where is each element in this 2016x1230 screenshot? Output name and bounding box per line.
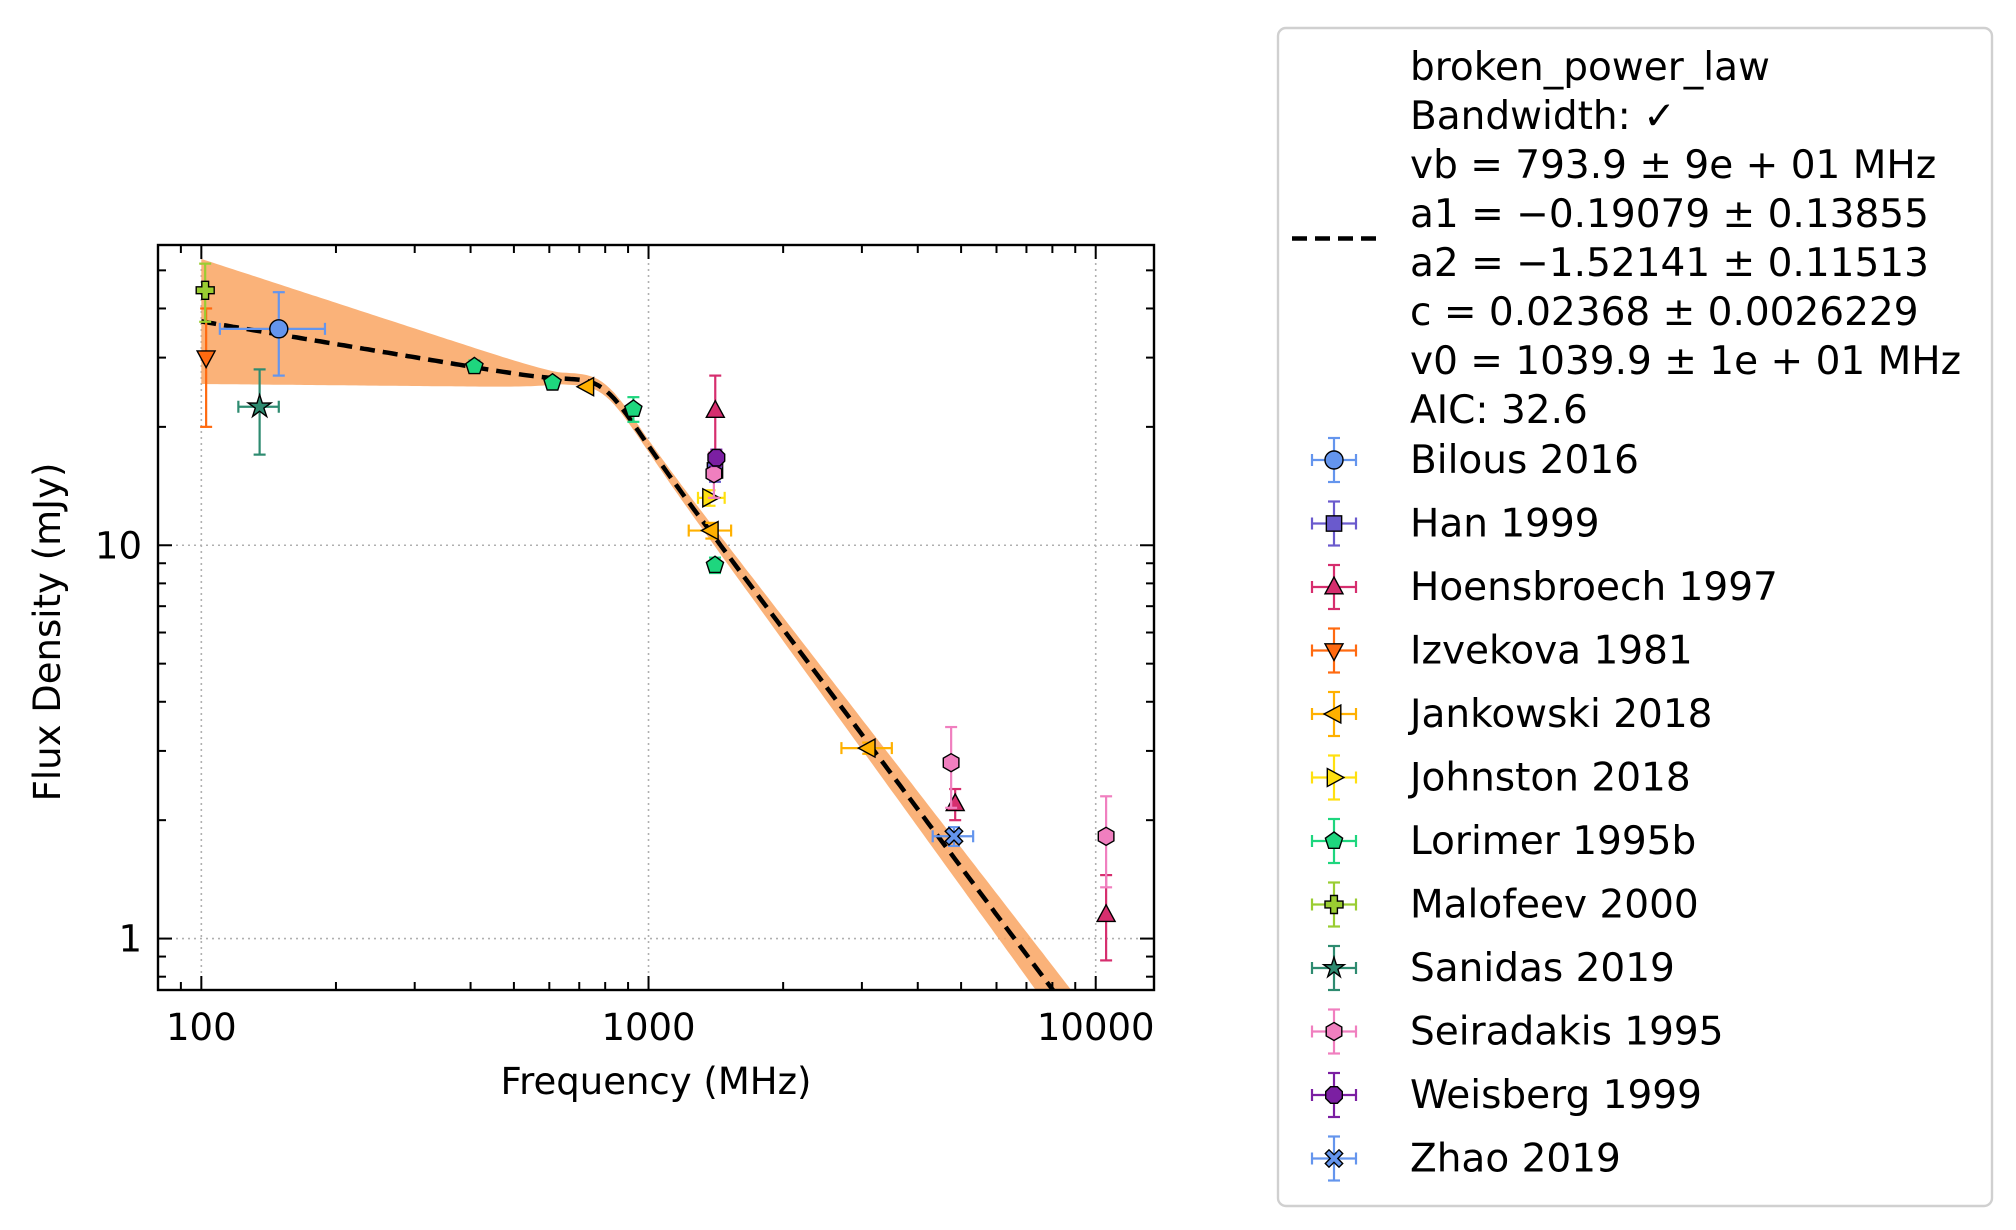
fit-uncertainty-band xyxy=(201,258,1072,990)
legend-entry-label: Zhao 2019 xyxy=(1410,1137,1621,1182)
legend-fit-text: c = 0.02368 ± 0.0026229 xyxy=(1410,290,1919,335)
series-jankowski-2018 xyxy=(575,376,893,759)
legend-marker xyxy=(1322,703,1342,725)
y-axis-label: Flux Density (mJy) xyxy=(26,463,69,802)
legend-entry-label: Han 1999 xyxy=(1410,502,1600,547)
legend-entry-label: Izvekova 1981 xyxy=(1410,629,1693,674)
legend-entry-label: Hoensbroech 1997 xyxy=(1410,565,1778,610)
data-point xyxy=(1097,826,1115,847)
data-point xyxy=(575,376,595,397)
x-tick-label: 1000 xyxy=(601,1006,695,1049)
axis-ticks: 100 1000 10000 1 10 xyxy=(95,245,1155,1049)
data-point xyxy=(705,399,726,418)
series-lorimer-1995b xyxy=(465,356,725,575)
data-point xyxy=(1095,903,1117,923)
legend-entry-label: Johnston 2018 xyxy=(1407,756,1691,801)
series-sanidas-2019 xyxy=(237,368,280,456)
legend-fit-text: v0 = 1039.9 ± 1e + 01 MHz xyxy=(1410,339,1961,384)
y-tick-label: 1 xyxy=(118,918,142,961)
data-point xyxy=(543,372,562,391)
legend-fit-text: AIC: 32.6 xyxy=(1410,388,1588,433)
legend-marker xyxy=(1324,450,1344,470)
legend-entry-label: Malofeev 2000 xyxy=(1410,883,1699,928)
series-seiradakis-1995 xyxy=(705,451,1115,889)
data-points xyxy=(195,262,1117,962)
data-point xyxy=(705,463,723,484)
data-point xyxy=(705,555,725,574)
fit-curve xyxy=(200,319,1056,990)
data-point xyxy=(700,520,719,541)
series-zhao-2019 xyxy=(931,826,975,848)
data-point xyxy=(195,350,217,369)
data-point xyxy=(269,319,289,339)
legend-fit-text: vb = 793.9 ± 9e + 01 MHz xyxy=(1410,143,1936,188)
y-tick-label: 10 xyxy=(95,524,142,567)
legend-entry-label: Lorimer 1995b xyxy=(1410,819,1696,864)
x-tick-label: 10000 xyxy=(1037,1006,1155,1049)
grid xyxy=(158,245,1154,990)
legend-fit-text: broken_power_law xyxy=(1410,45,1770,90)
data-point xyxy=(944,826,964,846)
legend-marker xyxy=(1325,515,1343,532)
legend-entry-label: Weisberg 1999 xyxy=(1410,1073,1702,1118)
legend-entry-label: Seiradakis 1995 xyxy=(1410,1010,1724,1055)
axes-box xyxy=(156,243,1156,992)
data-point xyxy=(245,392,274,419)
legend-entry-label: Sanidas 2019 xyxy=(1410,946,1675,991)
legend-fit-text: a2 = −1.52141 ± 0.11513 xyxy=(1410,241,1929,286)
data-point xyxy=(942,752,960,773)
legend-marker xyxy=(1323,643,1345,662)
legend-marker xyxy=(1323,575,1345,595)
legend-marker xyxy=(1326,767,1346,788)
legend-marker xyxy=(1324,1085,1344,1105)
fit-band-area xyxy=(201,258,1072,990)
legend-marker xyxy=(1324,1148,1344,1169)
legend-entry-label: Jankowski 2018 xyxy=(1407,692,1712,737)
legend-marker xyxy=(1321,954,1347,979)
series-bilous-2016 xyxy=(218,291,327,377)
data-point xyxy=(856,737,876,759)
legend-fit-text: Bandwidth: ✓ xyxy=(1410,94,1676,139)
x-axis-label: Frequency (MHz) xyxy=(501,1060,812,1103)
series-malofeev-2000 xyxy=(195,262,215,323)
legend-marker xyxy=(1324,831,1344,849)
series-weisberg-1999 xyxy=(707,448,726,468)
fit-line xyxy=(200,319,1056,990)
legend-marker xyxy=(1324,894,1344,915)
legend-entry-label: Bilous 2016 xyxy=(1410,438,1639,483)
legend-fit-text: a1 = −0.19079 ± 0.13855 xyxy=(1410,192,1929,237)
data-point xyxy=(465,356,484,375)
x-tick-label: 100 xyxy=(166,1006,237,1049)
data-point xyxy=(707,448,726,467)
data-point xyxy=(623,399,643,417)
legend-marker xyxy=(1325,1021,1343,1042)
data-point xyxy=(195,280,215,300)
plot-frame xyxy=(156,243,1156,992)
legend-box xyxy=(1276,26,1994,1208)
